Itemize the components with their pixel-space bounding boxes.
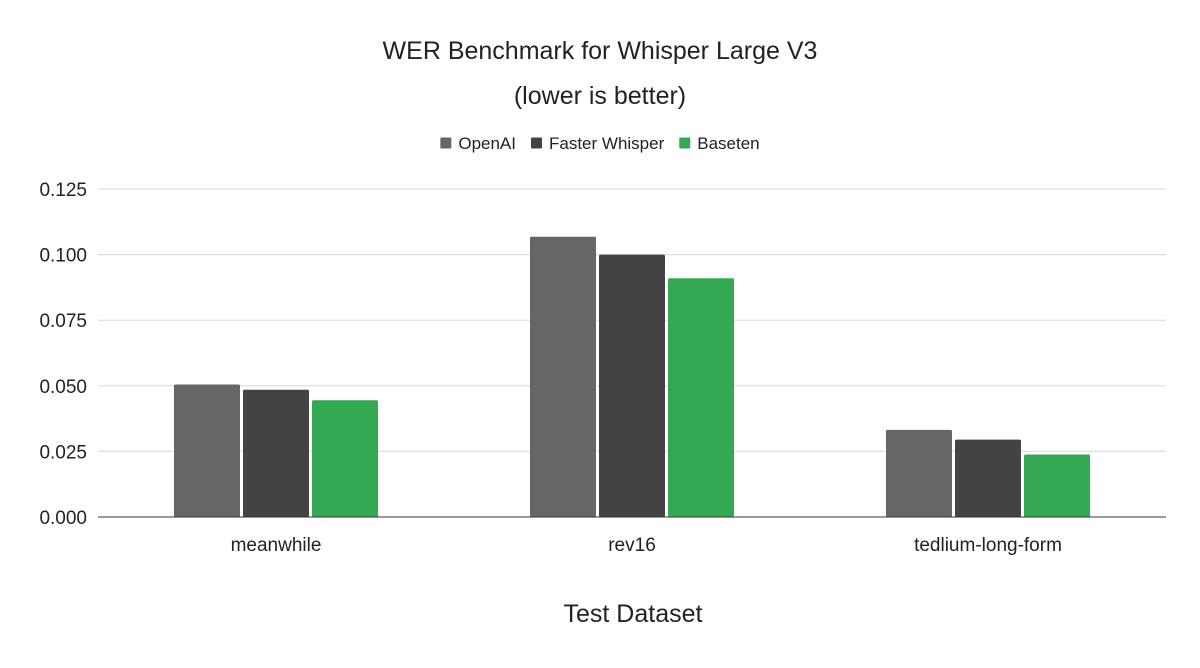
x-tick-label: meanwhile: [231, 535, 322, 556]
bar-meanwhile-openai: [174, 384, 240, 517]
legend-item-faster-whisper: Faster Whisper: [531, 134, 665, 153]
legend-label: Faster Whisper: [549, 134, 665, 153]
y-tick-label: 0.125: [39, 180, 87, 201]
legend-swatch: [440, 137, 452, 149]
y-axis: 0.000 0.025 0.050 0.075 0.100 0.125: [39, 180, 87, 529]
y-tick-label: 0.050: [39, 377, 87, 398]
x-axis: meanwhile rev16 tedlium-long-form: [231, 535, 1062, 556]
legend-item-openai: OpenAI: [440, 134, 516, 153]
bar-meanwhile-baseten: [312, 400, 378, 517]
y-tick-label: 0.025: [39, 442, 87, 463]
bar-tedlium-long-form-baseten: [1024, 454, 1090, 517]
bar-rev16-faster-whisper: [599, 254, 665, 517]
bars: [174, 236, 1090, 517]
x-tick-label: tedlium-long-form: [914, 535, 1062, 556]
bar-rev16-baseten: [668, 278, 734, 517]
y-tick-label: 0.100: [39, 246, 87, 267]
x-tick-label: rev16: [608, 535, 656, 556]
y-tick-label: 0.075: [39, 311, 87, 332]
legend-item-baseten: Baseten: [679, 134, 760, 153]
bar-meanwhile-faster-whisper: [243, 389, 309, 517]
legend-label: OpenAI: [458, 134, 516, 153]
y-tick-label: 0.000: [39, 508, 87, 529]
chart-subtitle: (lower is better): [514, 82, 686, 110]
bar-rev16-openai: [530, 236, 596, 517]
bar-tedlium-long-form-openai: [886, 429, 952, 517]
bar-tedlium-long-form-faster-whisper: [955, 439, 1021, 517]
legend-swatch: [531, 137, 543, 149]
x-axis-title: Test Dataset: [564, 600, 703, 628]
legend: OpenAI Faster Whisper Baseten: [440, 134, 760, 153]
chart-title: WER Benchmark for Whisper Large V3: [383, 37, 818, 65]
legend-swatch: [679, 137, 691, 149]
legend-label: Baseten: [697, 134, 759, 153]
